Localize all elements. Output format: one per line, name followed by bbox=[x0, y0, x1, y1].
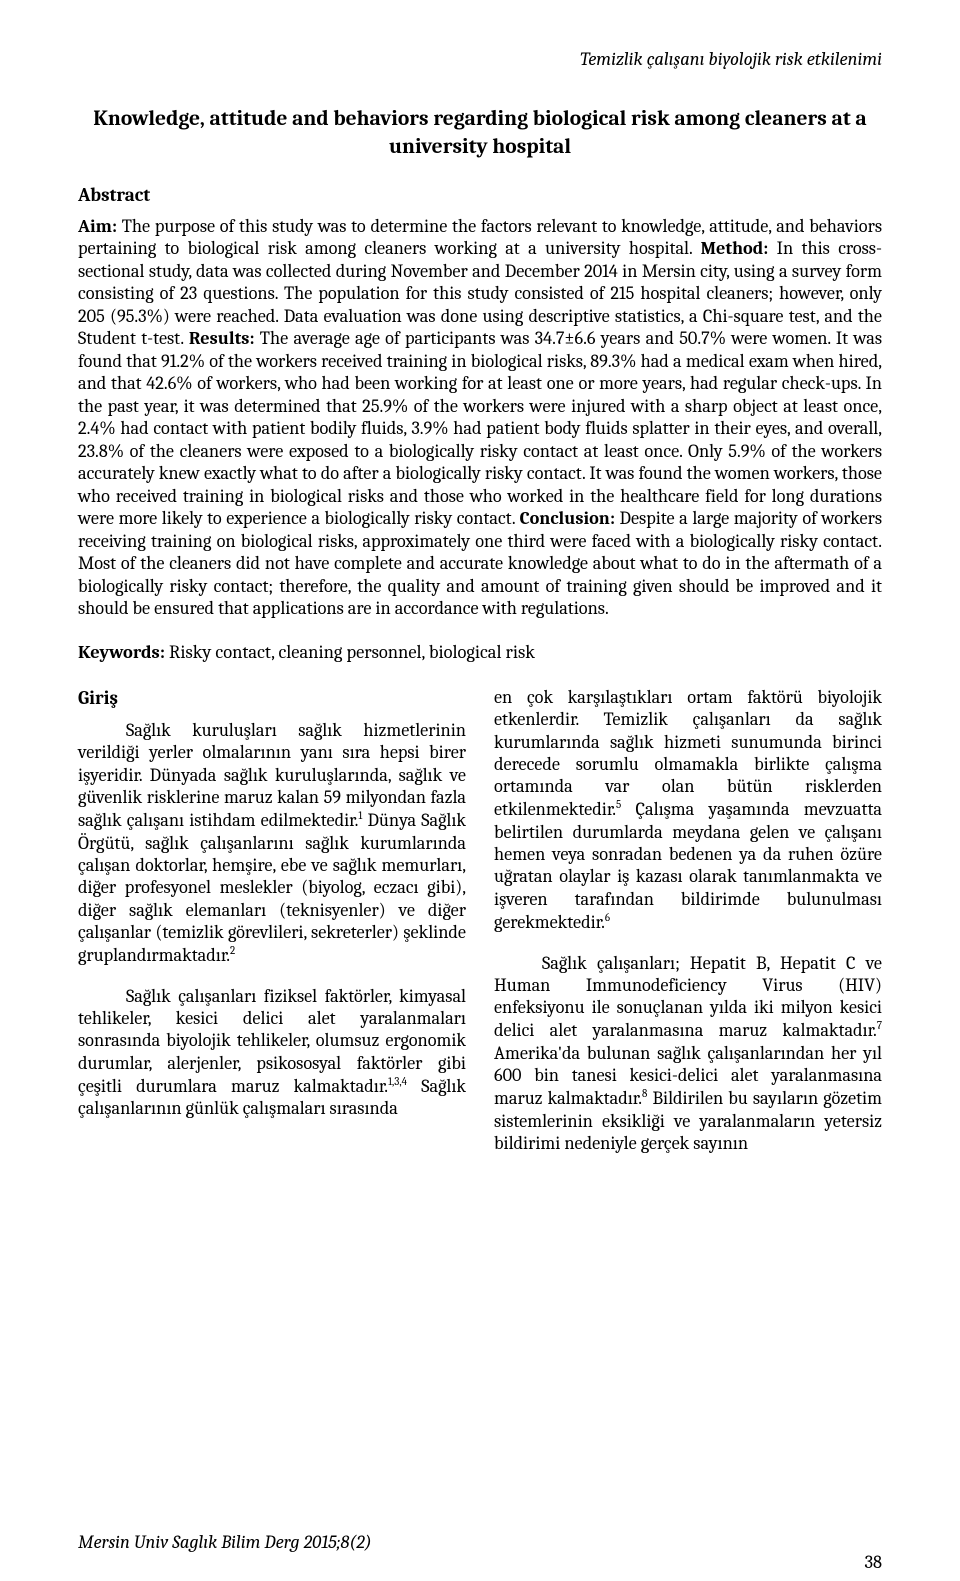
abstract-heading: Abstract bbox=[78, 184, 882, 206]
ref-sup-134: 1,3,4 bbox=[388, 1075, 407, 1088]
journal-ref: Mersin Univ Saglık Bilim Derg 2015;8(2) bbox=[78, 1531, 372, 1553]
abstract-conclusion-label: Conclusion: bbox=[520, 508, 615, 529]
page-number: 38 bbox=[864, 1551, 882, 1573]
intro-left-p1: Sağlık kuruluşları sağlık hizmetlerinin … bbox=[78, 720, 466, 968]
abstract-results-text: The average age of participants was 34.7… bbox=[78, 328, 882, 529]
ref-sup-6: 6 bbox=[605, 911, 610, 924]
intro-left-p1b: Dünya Sağlık Örgütü, sağlık çalışanların… bbox=[78, 810, 466, 966]
intro-right-p2: Sağlık çalışanları; Hepatit B, Hepatit C… bbox=[494, 953, 882, 1156]
keywords-label: Keywords: bbox=[78, 641, 165, 663]
ref-sup-7: 7 bbox=[877, 1019, 882, 1032]
abstract-results-label: Results: bbox=[189, 328, 255, 349]
two-column-body: Giriş Sağlık kuruluşları sağlık hizmetle… bbox=[78, 687, 882, 1174]
intro-left-p2: Sağlık çalışanları fiziksel faktörler, k… bbox=[78, 986, 466, 1121]
abstract-body: Aim: The purpose of this study was to de… bbox=[78, 216, 882, 621]
intro-heading: Giriş bbox=[78, 687, 466, 710]
keywords-text: Risky contact, cleaning personnel, biolo… bbox=[165, 641, 535, 663]
abstract-method-label: Method: bbox=[701, 238, 769, 259]
abstract-aim-label: Aim: bbox=[78, 216, 117, 237]
left-column: Giriş Sağlık kuruluşları sağlık hizmetle… bbox=[78, 687, 466, 1174]
article-title: Knowledge, attitude and behaviors regard… bbox=[78, 106, 882, 162]
keywords: Keywords: Risky contact, cleaning person… bbox=[78, 641, 882, 663]
intro-right-p1: en çok karşılaştıkları ortam faktörü biy… bbox=[494, 687, 882, 935]
ref-sup-2: 2 bbox=[230, 944, 235, 957]
right-column: en çok karşılaştıkları ortam faktörü biy… bbox=[494, 687, 882, 1174]
running-head: Temizlik çalışanı biyolojik risk etkilen… bbox=[78, 48, 882, 70]
intro-right-p2a: Sağlık çalışanları; Hepatit B, Hepatit C… bbox=[494, 953, 882, 1042]
